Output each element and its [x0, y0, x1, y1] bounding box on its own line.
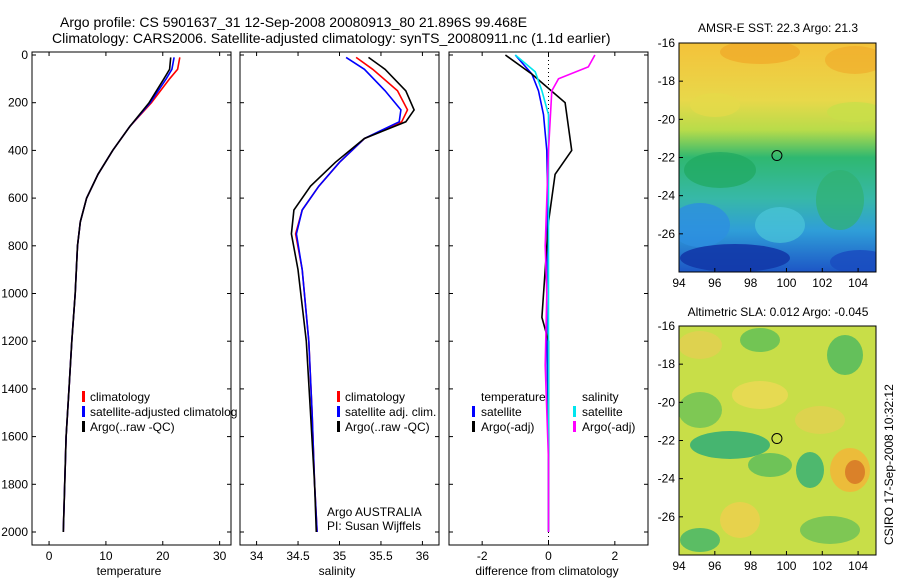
- x-tick-label: -2: [477, 549, 488, 563]
- legend-label-argo: Argo(..raw -QC): [345, 420, 430, 434]
- series-line-satellite-adj-clim-: [295, 56, 402, 533]
- sla-heatmap: [679, 326, 876, 555]
- sst-map-panel: AMSR-E SST: 22.3 Argo: 21.3 94 96 98 100 102…: [658, 21, 877, 290]
- map-x-tick-label: 102: [812, 276, 832, 290]
- y-tick-label: 600: [8, 191, 28, 205]
- x-tick-label: 34: [250, 549, 264, 563]
- legend-swatch-climatology: [337, 391, 340, 402]
- y-tick-label: 2000: [1, 525, 28, 539]
- map-x-tick-label: 94: [672, 276, 686, 290]
- series-line-argo-raw-qc-: [290, 56, 416, 533]
- series-line-salinity-satellite: [514, 54, 550, 532]
- legend-swatch-satellite: [82, 406, 85, 417]
- legend-swatch-sal-argo: [573, 421, 576, 432]
- legend-swatch-temp-argo: [472, 421, 475, 432]
- map-y-tick-label: -20: [658, 395, 676, 409]
- y-tick-label: 1000: [1, 287, 28, 301]
- map-x-tick-label: 102: [812, 559, 832, 573]
- map-y-tick-label: -18: [658, 357, 676, 371]
- legend-label-satellite: satellite adj. clim.: [345, 405, 436, 419]
- x-tick-label: 35: [333, 549, 347, 563]
- float-location-marker: [771, 150, 783, 162]
- map-y-tick-label: -22: [658, 151, 676, 165]
- series-line-argo-raw-qc-: [62, 57, 172, 533]
- program-annotation: Argo AUSTRALIA: [327, 505, 422, 519]
- map-x-tick-label: 100: [776, 559, 796, 573]
- temperature-xlabel: temperature: [97, 564, 162, 578]
- x-tick-label: 2: [611, 549, 618, 563]
- map-y-tick-label: -20: [658, 112, 676, 126]
- y-tick-label: 1400: [1, 382, 28, 396]
- y-tick-label: 1200: [1, 334, 28, 348]
- series-line-salinity-argo-adj-: [544, 54, 596, 532]
- figure-subtitle: Climatology: CARS2006. Satellite-adjuste…: [52, 30, 610, 46]
- x-tick-label: 0: [545, 549, 552, 563]
- legend-group-temperature: temperature: [481, 390, 546, 404]
- map-x-tick-label: 98: [744, 559, 758, 573]
- legend-swatch-temp-satellite: [472, 406, 475, 417]
- x-tick-label: 20: [156, 549, 170, 563]
- legend-swatch-argo: [82, 421, 85, 432]
- y-tick-label: 1600: [1, 430, 28, 444]
- map-y-tick-label: -24: [658, 472, 676, 486]
- map-x-tick-label: 104: [848, 559, 868, 573]
- temperature-legend: climatology satellite-adjusted climatolo…: [82, 390, 237, 434]
- salinity-xlabel: salinity: [319, 564, 356, 578]
- x-tick-label: 36: [416, 549, 430, 563]
- sst-map-title: AMSR-E SST: 22.3 Argo: 21.3: [698, 21, 858, 35]
- map-y-tick-label: -16: [658, 319, 676, 333]
- legend-swatch-argo: [337, 421, 340, 432]
- legend-label-climatology: climatology: [90, 390, 150, 404]
- salinity-legend: climatology satellite adj. clim. Argo(..…: [337, 390, 436, 434]
- legend-swatch-climatology: [82, 391, 85, 402]
- x-tick-label: 34.5: [286, 549, 310, 563]
- y-tick-label: 0: [21, 48, 28, 62]
- salinity-axes: [239, 51, 440, 546]
- difference-panel: -2 0 2 difference from climatology tempera…: [448, 51, 649, 578]
- map-y-tick-label: -16: [658, 36, 676, 50]
- map-y-tick-label: -18: [658, 74, 676, 88]
- legend-label-sal-argo: Argo(-adj): [582, 420, 635, 434]
- y-tick-label: 800: [8, 239, 28, 253]
- map-y-tick-label: -24: [658, 189, 676, 203]
- temperature-panel: 0 10 20 30 0 200 400 600 800 1000 1200 1400 1600 1800…: [1, 48, 237, 578]
- map-x-tick-label: 98: [744, 276, 758, 290]
- x-tick-label: 30: [213, 549, 227, 563]
- float-location-marker: [771, 433, 783, 445]
- x-tick-label: 35.5: [369, 549, 393, 563]
- temperature-axes: [31, 51, 232, 546]
- pi-annotation: PI: Susan Wijffels: [327, 519, 421, 533]
- map-y-tick-label: -22: [658, 434, 676, 448]
- legend-label-argo: Argo(..raw -QC): [90, 420, 175, 434]
- legend-label-temp-satellite: satellite: [481, 405, 522, 419]
- sla-map-panel: Altimetric SLA: 0.012 Argo: -0.045 94 96 9…: [658, 305, 877, 573]
- map-x-tick-label: 94: [672, 559, 686, 573]
- difference-legend: temperature satellite Argo(-adj) salinit…: [472, 390, 635, 434]
- map-x-tick-label: 100: [776, 276, 796, 290]
- legend-label-satellite: satellite-adjusted climatolog: [90, 405, 237, 419]
- legend-label-climatology: climatology: [345, 390, 405, 404]
- timestamp-label: CSIRO 17-Sep-2008 10:32:12: [882, 384, 896, 545]
- legend-swatch-satellite: [337, 406, 340, 417]
- x-tick-label: 10: [99, 549, 113, 563]
- map-x-tick-label: 104: [848, 276, 868, 290]
- map-x-tick-label: 96: [708, 559, 722, 573]
- legend-label-temp-argo: Argo(-adj): [481, 420, 534, 434]
- difference-xlabel: difference from climatology: [475, 564, 618, 578]
- y-tick-label: 1800: [1, 477, 28, 491]
- sla-map-title: Altimetric SLA: 0.012 Argo: -0.045: [688, 305, 869, 319]
- sst-heatmap: [679, 43, 876, 272]
- y-tick-label: 400: [8, 143, 28, 157]
- y-tick-label: 200: [8, 96, 28, 110]
- salinity-panel: 34 34.5 35 35.5 36 salinity climatology sate…: [239, 51, 440, 578]
- legend-group-salinity: salinity: [582, 390, 619, 404]
- x-tick-label: 0: [46, 549, 53, 563]
- figure-title: Argo profile: CS 5901637_31 12-Sep-2008 …: [60, 14, 527, 30]
- legend-swatch-sal-satellite: [573, 406, 576, 417]
- legend-label-sal-satellite: satellite: [582, 405, 623, 419]
- map-y-tick-label: -26: [658, 510, 676, 524]
- map-y-tick-label: -26: [658, 227, 676, 241]
- map-x-tick-label: 96: [708, 276, 722, 290]
